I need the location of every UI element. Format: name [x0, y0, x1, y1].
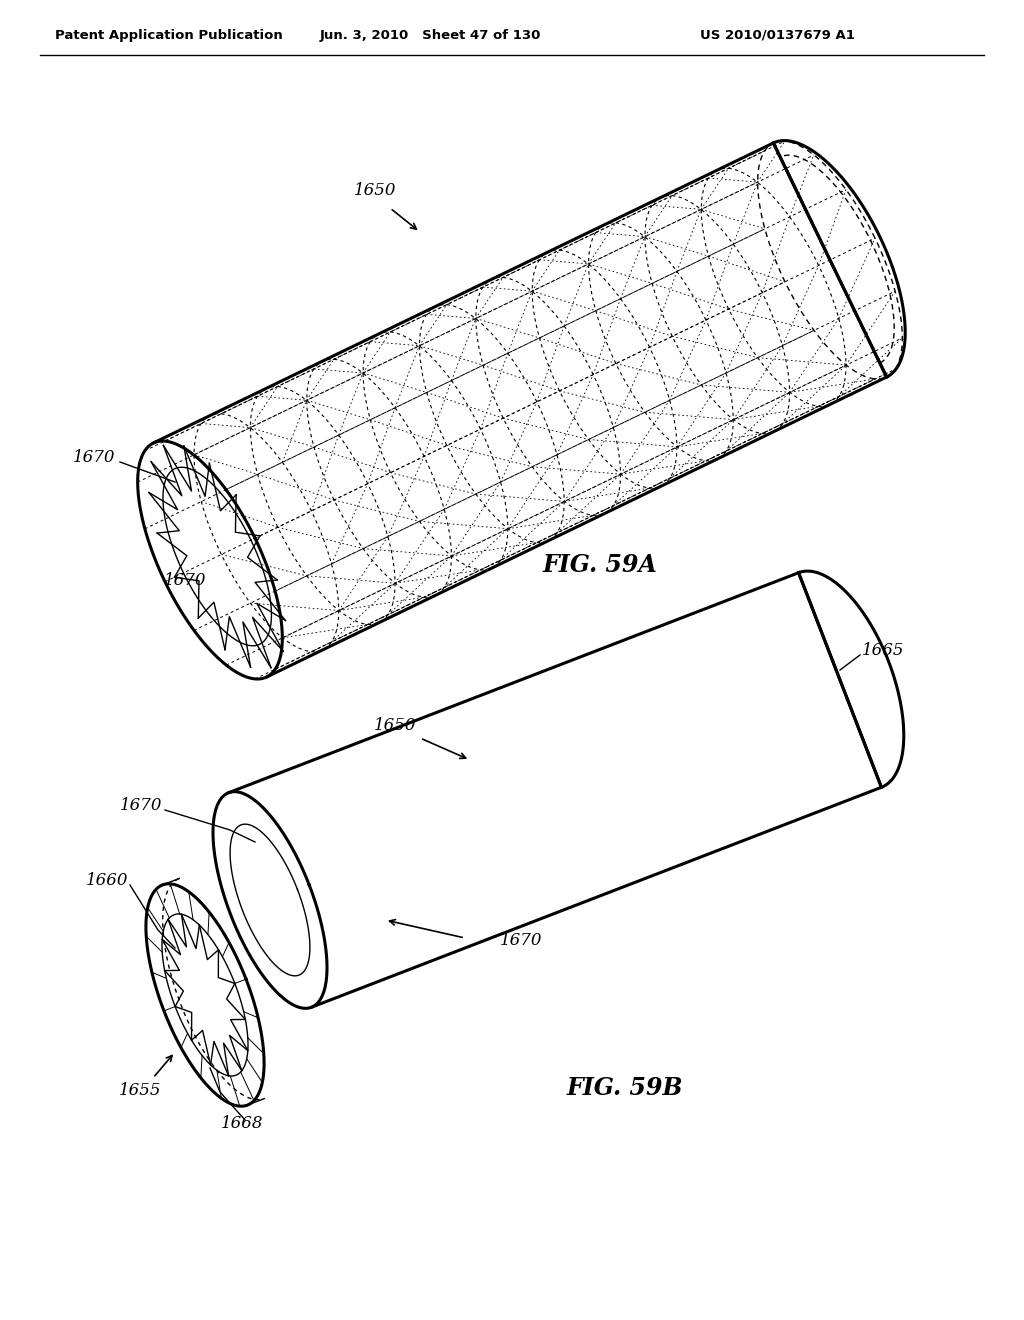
Text: 1665: 1665 — [862, 642, 904, 659]
Text: 1660: 1660 — [85, 873, 128, 888]
Text: 1650: 1650 — [374, 717, 416, 734]
Text: Patent Application Publication: Patent Application Publication — [55, 29, 283, 41]
Text: 1670: 1670 — [120, 797, 162, 814]
Text: FIG. 59A: FIG. 59A — [543, 553, 657, 577]
Text: FIG. 59B: FIG. 59B — [566, 1076, 683, 1100]
Text: 1650: 1650 — [353, 182, 396, 199]
Text: 1655: 1655 — [119, 1082, 161, 1100]
Text: 1670: 1670 — [164, 572, 206, 589]
Text: 1670: 1670 — [500, 932, 543, 949]
Text: 1670: 1670 — [73, 449, 115, 466]
Text: Jun. 3, 2010   Sheet 47 of 130: Jun. 3, 2010 Sheet 47 of 130 — [319, 29, 541, 41]
Text: US 2010/0137679 A1: US 2010/0137679 A1 — [700, 29, 855, 41]
Text: 1668: 1668 — [221, 1115, 263, 1133]
